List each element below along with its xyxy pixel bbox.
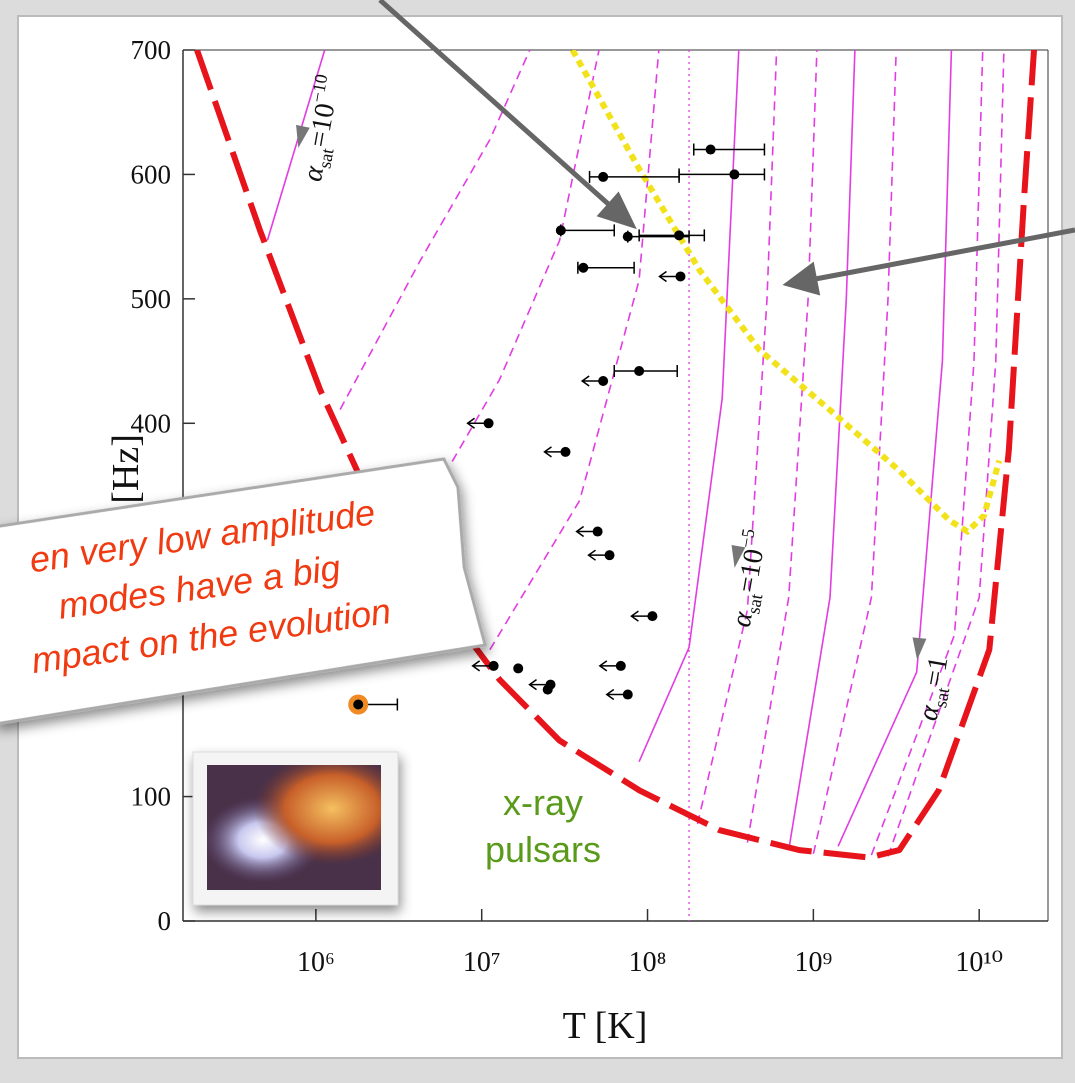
direction-arrow (731, 544, 746, 568)
direction-arrow (296, 124, 310, 148)
data-point (598, 375, 609, 386)
data-point (560, 446, 571, 457)
data-point (592, 526, 603, 537)
x-tick-label: 10⁹ (794, 947, 832, 978)
y-tick-label: 700 (131, 35, 172, 65)
y-tick-label: 600 (131, 159, 172, 189)
data-point (622, 231, 633, 242)
model-curve (887, 50, 1005, 857)
model-curve (429, 50, 600, 501)
curve-label: αsat=10−5 (722, 527, 777, 630)
data-point (598, 171, 609, 182)
curve-label-part: sat (743, 592, 766, 615)
data-point (674, 230, 685, 241)
data-point (555, 225, 566, 236)
model-curve (638, 50, 740, 763)
model-curve (787, 50, 856, 851)
data-point (488, 660, 499, 671)
curve-label-part: =1 (919, 654, 955, 689)
data-point (483, 418, 494, 429)
model-curve (266, 50, 326, 241)
data-point (353, 699, 364, 710)
data-point (622, 689, 633, 700)
curve-label: αsat=10−10 (293, 73, 350, 185)
data-point (647, 611, 658, 622)
model-curve (870, 50, 984, 856)
data-point (578, 262, 589, 273)
y-tick-label: 0 (158, 906, 172, 936)
data-point (675, 271, 686, 282)
y-tick-label: 100 (131, 782, 172, 812)
model-curve (746, 50, 818, 843)
curve-label-part: sat (930, 686, 953, 709)
curve-label-part: =10 (303, 101, 341, 150)
model-curve (812, 50, 897, 854)
limit-curve (569, 50, 1003, 536)
x-tick-label: 10⁶ (297, 947, 335, 978)
curve-label-part: −10 (307, 73, 332, 104)
curve-label-part: −5 (736, 527, 759, 549)
y-tick-label: 400 (131, 408, 172, 438)
data-point (604, 550, 615, 561)
data-point (542, 684, 553, 695)
curve-label-part: =10 (732, 547, 770, 596)
x-tick-label: 10¹⁰ (955, 947, 1003, 978)
direction-arrow (912, 637, 927, 660)
curve-label: αsat=1 (913, 654, 959, 724)
x-tick-label: 10⁸ (629, 947, 667, 978)
curve-label-part: α (726, 608, 759, 629)
curve-label-part: α (913, 702, 946, 723)
x-tick-label: 10⁷ (463, 947, 501, 978)
model-curve (489, 50, 660, 651)
y-tick-label: 500 (131, 284, 172, 314)
model-curve (696, 50, 778, 825)
data-point (705, 144, 716, 155)
region-label: x-ray (503, 782, 583, 823)
inset-image (192, 751, 399, 906)
data-point (729, 169, 740, 180)
x-axis-label: T [K] (563, 1005, 648, 1047)
region-label: pulsars (485, 829, 601, 870)
curve-label-part: sat (314, 147, 337, 170)
pointer-arrows (378, 0, 1075, 296)
data-point (513, 663, 524, 674)
sticky-note: en very low amplitude modes have a big m… (0, 457, 488, 726)
data-point (634, 366, 645, 377)
curve-label-part: α (297, 163, 330, 184)
data-point (615, 660, 626, 671)
model-curve (837, 50, 953, 847)
